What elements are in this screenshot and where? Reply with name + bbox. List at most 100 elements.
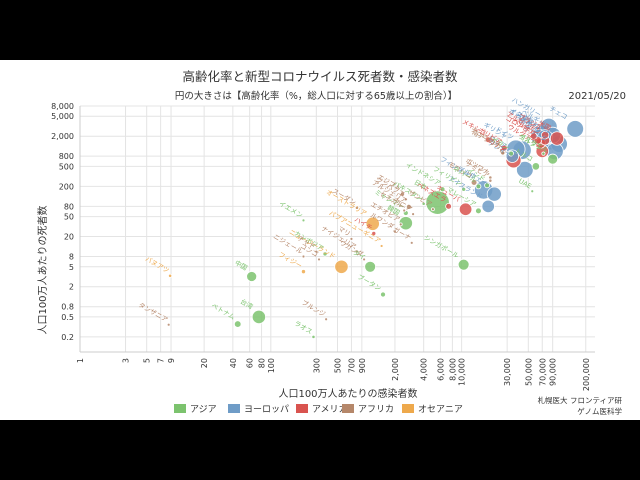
- point-label: バヌアツ: [144, 255, 171, 275]
- x-tick-label: 100: [267, 358, 276, 373]
- grid: [79, 105, 595, 353]
- point-marker: [355, 249, 359, 254]
- covid-scatter-chart: 高齢化率と新型コロナウイルス死者数・感染者数 円の大きさは【高齢化率（%，総人口…: [36, 69, 626, 416]
- point-marker: [457, 258, 470, 271]
- credit-line-1: 札幌医大 フロンティア研: [538, 395, 623, 405]
- point-marker: [322, 251, 328, 257]
- legend-label: ヨーロッパ: [244, 404, 289, 415]
- x-axis-ticks: 1 3 5 7 9 20 40 60 80 100 300 500 700 900 2,000 4,000 6,…: [76, 358, 591, 391]
- point-marker: [530, 189, 535, 194]
- point-marker: [470, 179, 478, 186]
- point-marker: [458, 202, 473, 216]
- chart-title: 高齢化率と新型コロナウイルス死者数・感染者数: [182, 69, 458, 84]
- point-marker: [380, 291, 386, 298]
- y-tick-label: 5,000: [51, 112, 74, 121]
- chart-subtitle: 円の大きさは【高齢化率（%，総人口に対する65歳以上の割合）】: [175, 90, 457, 102]
- legend-swatch: [174, 404, 186, 413]
- point-marker: [484, 182, 491, 189]
- point-marker: [251, 309, 267, 325]
- x-tick-label: 20: [200, 358, 209, 368]
- point-marker: [311, 334, 316, 339]
- point-marker: [379, 244, 384, 248]
- point-marker: [300, 269, 306, 275]
- point-marker: [402, 208, 407, 213]
- x-tick-label: 200,000: [582, 358, 591, 391]
- x-tick-label: 30,000: [503, 358, 512, 386]
- y-tick-label: 0.5: [61, 313, 74, 322]
- point-marker: [317, 257, 321, 262]
- point-marker: [531, 162, 541, 171]
- point-marker: [431, 207, 435, 212]
- y-tick-label: 50: [64, 213, 74, 222]
- chart-canvas: 高齢化率と新型コロナウイルス死者数・感染者数 円の大きさは【高齢化率（%，総人口…: [0, 60, 640, 420]
- x-tick-label: 9: [167, 358, 176, 363]
- x-tick-label: 8,000: [448, 358, 457, 381]
- point-marker: [409, 240, 414, 245]
- y-tick-label: 8,000: [51, 102, 74, 111]
- point-marker: [371, 231, 377, 237]
- point-marker: [475, 183, 482, 190]
- x-tick-label: 80: [258, 358, 267, 368]
- x-tick-label: 700: [347, 358, 356, 373]
- point-marker: [541, 151, 546, 156]
- x-tick-label: 900: [358, 358, 367, 373]
- point-marker: [461, 186, 467, 192]
- point-marker: [246, 271, 258, 282]
- legend-swatch: [402, 404, 414, 413]
- point-marker: [566, 120, 584, 138]
- point-marker: [314, 249, 319, 254]
- point-marker: [398, 216, 413, 231]
- point-marker: [486, 186, 502, 202]
- y-axis-label: 人口100万人あたりの死者数: [36, 205, 49, 334]
- x-tick-label: 500: [334, 358, 343, 373]
- point-marker: [529, 132, 538, 140]
- y-tick-label: 0.2: [61, 333, 74, 342]
- point-label: ブータン: [356, 272, 383, 293]
- x-tick-label: 300: [312, 358, 321, 373]
- legend: アジア ヨーロッパ アメリカ アフリカ オセアニア: [174, 404, 463, 415]
- y-tick-label: 5: [69, 263, 74, 272]
- y-tick-label: 80: [64, 202, 74, 211]
- y-tick-label: 200: [59, 182, 74, 191]
- point-marker: [549, 131, 565, 146]
- y-tick-label: 8: [69, 253, 74, 262]
- y-tick-label: 0.8: [61, 303, 74, 312]
- point-marker: [488, 178, 493, 183]
- point-marker: [405, 203, 412, 210]
- x-tick-label: 60: [246, 358, 255, 368]
- point-marker: [233, 320, 242, 328]
- x-axis-label: 人口100万人あたりの感染者数: [278, 387, 417, 400]
- x-tick-label: 5: [143, 358, 152, 363]
- point-marker: [393, 229, 397, 234]
- x-tick-label: 40: [229, 358, 238, 368]
- y-tick-label: 800: [59, 152, 74, 161]
- point-marker: [500, 150, 506, 156]
- y-tick-label: 500: [59, 162, 74, 171]
- x-tick-label: 90,000: [549, 358, 558, 386]
- y-tick-label: 2: [69, 283, 74, 292]
- point-marker: [354, 205, 360, 210]
- legend-swatch: [342, 404, 354, 413]
- point-marker: [364, 260, 377, 273]
- legend-label: オセアニア: [418, 404, 463, 415]
- point-label: ラオス: [293, 319, 314, 336]
- legend-label: アジア: [190, 405, 217, 415]
- point-marker: [403, 197, 408, 202]
- point-marker: [481, 199, 495, 214]
- point-label: 中国: [233, 258, 249, 272]
- chart-date: 2021/05/20: [568, 91, 626, 102]
- point-marker: [399, 191, 405, 197]
- point-marker: [445, 203, 452, 210]
- point-marker: [301, 254, 306, 259]
- point-marker: [334, 259, 349, 274]
- point-label: 台湾: [239, 297, 255, 312]
- point-marker: [411, 212, 415, 217]
- point-marker: [484, 136, 492, 144]
- point-marker: [166, 322, 171, 327]
- x-tick-label: 1: [76, 358, 85, 363]
- point-marker: [547, 153, 559, 165]
- legend-swatch: [228, 404, 240, 413]
- y-tick-label: 20: [64, 233, 74, 242]
- legend-label: アメリカ: [312, 404, 348, 415]
- y-tick-label: 2,000: [51, 132, 74, 141]
